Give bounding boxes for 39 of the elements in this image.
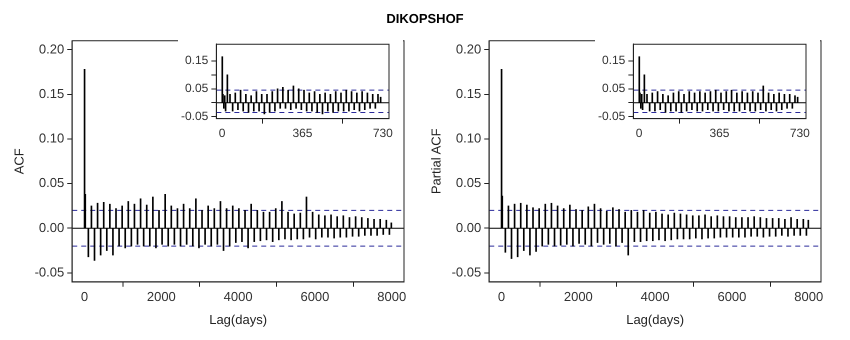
x-tick-label: 365	[292, 126, 313, 140]
x-tick-label: 365	[709, 126, 730, 140]
y-tick-label: 0.15	[38, 86, 64, 101]
x-tick-label: 4000	[224, 289, 253, 304]
y-tick-label: 0.00	[456, 220, 482, 235]
y-tick-label: -0.05	[598, 108, 626, 123]
y-tick-label: -0.05	[452, 264, 482, 280]
x-tick-label: 0	[80, 289, 88, 304]
y-tick-label: -0.05	[34, 264, 64, 280]
y-tick-label: 0.10	[38, 130, 64, 146]
y-axis-title: Partial ACF	[428, 128, 444, 194]
x-tick-label: 2000	[146, 289, 176, 304]
y-axis-title: ACF	[11, 148, 26, 174]
y-tick-label: 0.20	[38, 41, 64, 56]
y-tick-label: 0.15	[456, 86, 482, 101]
x-tick-label: 0	[636, 126, 643, 140]
x-tick-label: 8000	[794, 289, 824, 304]
y-tick-label: 0.00	[38, 220, 64, 235]
y-tick-label: 0.10	[456, 130, 482, 146]
y-tick-label: 0.05	[456, 175, 482, 190]
x-tick-label: 4000	[640, 289, 670, 304]
x-tick-label: 0	[218, 126, 226, 140]
x-tick-label: 730	[790, 126, 810, 140]
y-tick-label: -0.05	[180, 108, 209, 123]
chart-title: DIKOPSHOF	[385, 10, 465, 28]
x-tick-label: 730	[372, 126, 394, 140]
x-tick-label: 0	[498, 289, 506, 304]
x-tick-label: 8000	[377, 289, 406, 304]
x-tick-label: 6000	[717, 289, 746, 304]
x-tick-label: 6000	[300, 289, 330, 304]
y-tick-label: 0.15	[602, 53, 626, 68]
y-tick-label: 0.20	[456, 41, 482, 56]
x-axis-title: Lag(days)	[626, 312, 684, 327]
x-axis-title: Lag(days)	[209, 312, 268, 327]
y-tick-label: 0.15	[184, 53, 209, 68]
x-tick-label: 2000	[564, 289, 593, 304]
y-tick-label: 0.05	[184, 81, 209, 96]
y-tick-label: 0.05	[602, 81, 626, 96]
y-tick-label: 0.05	[38, 175, 64, 190]
